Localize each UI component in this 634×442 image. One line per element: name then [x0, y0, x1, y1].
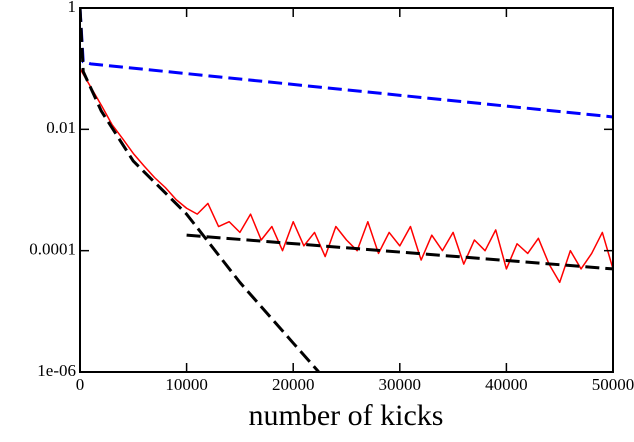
x-tick-label: 30000: [379, 375, 422, 394]
data-line: [80, 68, 613, 284]
x-tick-label: 20000: [272, 375, 315, 394]
y-tick-label: 1e-06: [37, 361, 76, 380]
plot-frame: [79, 7, 614, 373]
data-line: [80, 8, 613, 119]
y-tick-label: 0.01: [46, 118, 76, 137]
x-tick-label: 10000: [165, 375, 208, 394]
x-axis-label: number of kicks: [249, 399, 444, 432]
x-tick-label: 50000: [592, 375, 634, 394]
x-tick-label: 0: [76, 375, 85, 394]
data-line: [186, 233, 613, 271]
x-tick-label: 40000: [485, 375, 528, 394]
y-tick-label: 0.0001: [29, 240, 76, 259]
data-line: [80, 8, 320, 372]
y-tick-label: 1: [68, 0, 77, 16]
